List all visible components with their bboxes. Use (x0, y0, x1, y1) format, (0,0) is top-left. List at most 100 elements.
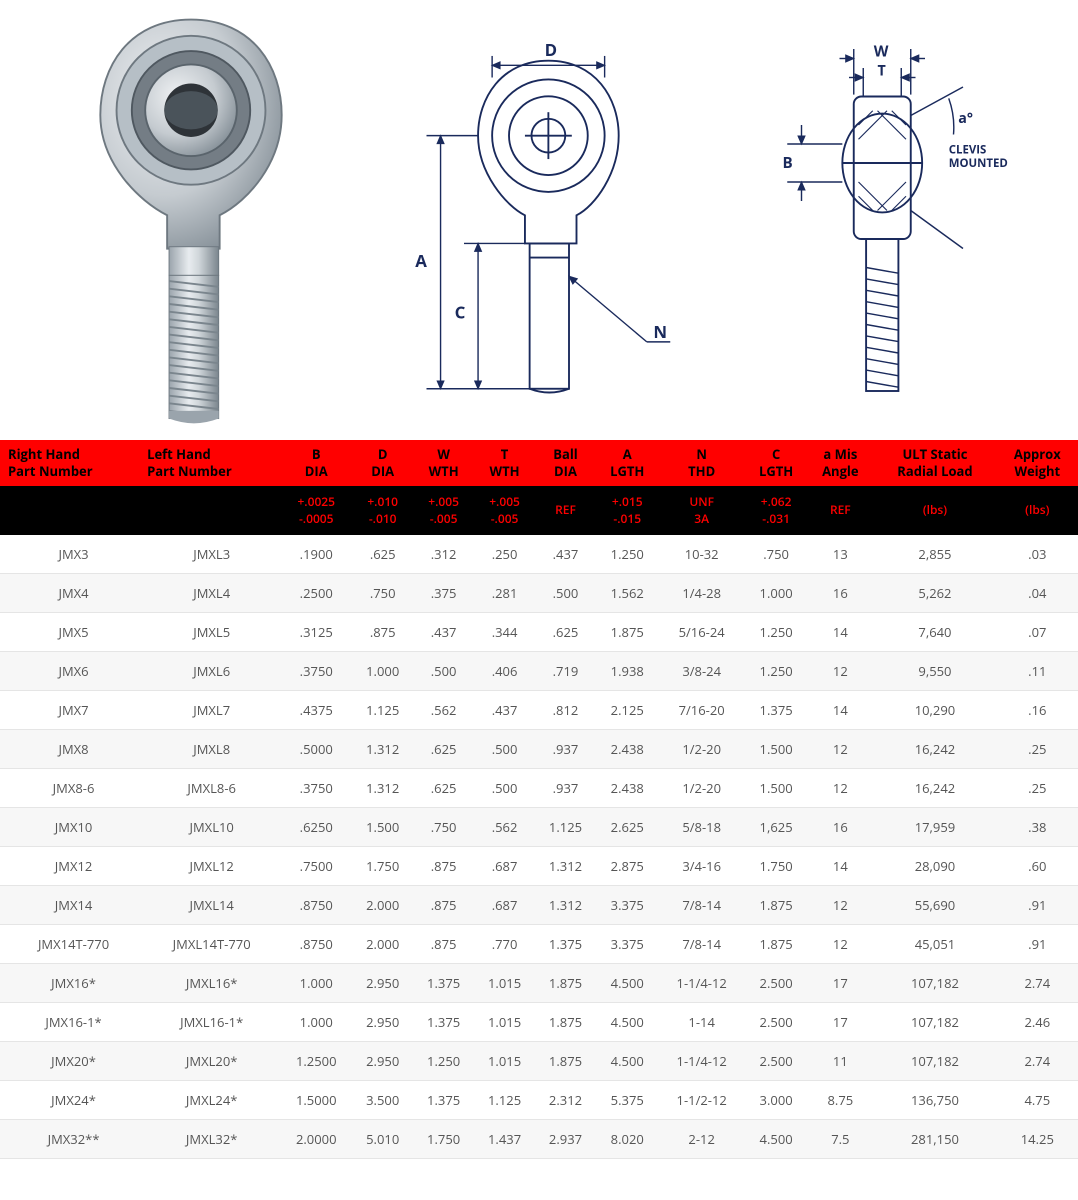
table-cell: .07 (997, 613, 1078, 652)
table-cell: 1/2-20 (659, 769, 745, 808)
table-cell: .8750 (280, 925, 352, 964)
table-cell: JMX8 (0, 730, 143, 769)
table-cell: 2.625 (596, 808, 659, 847)
table-cell: 14 (807, 691, 873, 730)
table-cell: 1.750 (745, 847, 808, 886)
table-cell: .6250 (280, 808, 352, 847)
table-cell: 1.250 (745, 613, 808, 652)
table-cell: 7.5 (807, 1120, 873, 1159)
table-body: JMX3JMXL3.1900.625.312.250.4371.25010-32… (0, 535, 1078, 1159)
label-W: W (873, 42, 888, 62)
table-cell: 1.015 (474, 1003, 535, 1042)
table-cell: 2.46 (997, 1003, 1078, 1042)
table-cell: .3125 (280, 613, 352, 652)
table-cell: 2.312 (535, 1081, 596, 1120)
table-cell: 12 (807, 652, 873, 691)
table-cell: 2.950 (352, 1003, 413, 1042)
table-cell: 1.375 (413, 1003, 474, 1042)
table-cell: 1.875 (745, 925, 808, 964)
table-cell: JMX8-6 (0, 769, 143, 808)
label-C: C (455, 300, 466, 323)
table-cell: 1.2500 (280, 1042, 352, 1081)
col-header: Right HandPart Number (0, 440, 143, 486)
col-header: NTHD (659, 440, 745, 486)
table-cell: 2.125 (596, 691, 659, 730)
table-cell: 16 (807, 574, 873, 613)
table-cell: 1.125 (474, 1081, 535, 1120)
table-row: JMX8-6JMXL8-6.37501.312.625.500.9372.438… (0, 769, 1078, 808)
table-cell: 45,051 (873, 925, 996, 964)
table-cell: 1.000 (352, 652, 413, 691)
table-cell: 5,262 (873, 574, 996, 613)
table-cell: 1.437 (474, 1120, 535, 1159)
table-cell: 1/2-20 (659, 730, 745, 769)
table-cell: 3.375 (596, 886, 659, 925)
table-cell: .91 (997, 886, 1078, 925)
table-cell: 2.74 (997, 964, 1078, 1003)
table-cell: 1-14 (659, 1003, 745, 1042)
table-cell: 1.312 (535, 847, 596, 886)
table-cell: JMX6 (0, 652, 143, 691)
table-cell: .11 (997, 652, 1078, 691)
table-cell: 8.020 (596, 1120, 659, 1159)
table-cell: 12 (807, 730, 873, 769)
col-header: a MisAngle (807, 440, 873, 486)
table-cell: 281,150 (873, 1120, 996, 1159)
table-cell: JMXL8-6 (143, 769, 280, 808)
table-cell: 3/8-24 (659, 652, 745, 691)
table-cell: 5/8-18 (659, 808, 745, 847)
table-cell: 1.875 (596, 613, 659, 652)
table-cell: 2.74 (997, 1042, 1078, 1081)
table-cell: 5/16-24 (659, 613, 745, 652)
col-tolerance: +.0025-.0005 (280, 486, 352, 536)
rod-end-photo (66, 10, 316, 430)
table-cell: 1.375 (535, 925, 596, 964)
col-header: ApproxWeight (997, 440, 1078, 486)
table-cell: .8750 (280, 886, 352, 925)
col-tolerance (143, 486, 280, 536)
table-cell: .344 (474, 613, 535, 652)
table-cell: .750 (413, 808, 474, 847)
table-cell: 1.000 (280, 964, 352, 1003)
table-cell: 1.562 (596, 574, 659, 613)
table-cell: 1.375 (413, 964, 474, 1003)
table-cell: 8.75 (807, 1081, 873, 1120)
table-cell: .437 (535, 535, 596, 574)
col-tolerance: +.062-.031 (745, 486, 808, 536)
table-cell: .500 (474, 730, 535, 769)
table-cell: 5.375 (596, 1081, 659, 1120)
table-cell: 1.500 (352, 808, 413, 847)
table-cell: 1.750 (413, 1120, 474, 1159)
table-cell: 16,242 (873, 769, 996, 808)
table-cell: .750 (745, 535, 808, 574)
col-header: DDIA (352, 440, 413, 486)
table-cell: 1.875 (745, 886, 808, 925)
table-cell: 4.500 (596, 1003, 659, 1042)
table-cell: 2.937 (535, 1120, 596, 1159)
table-cell: 2.500 (745, 1003, 808, 1042)
table-cell: 28,090 (873, 847, 996, 886)
table-cell: 1/4-28 (659, 574, 745, 613)
col-tolerance: +.010-.010 (352, 486, 413, 536)
image-area: D A C N (0, 0, 1078, 440)
table-cell: 1.000 (745, 574, 808, 613)
table-cell: 14 (807, 613, 873, 652)
col-tolerance: +.015-.015 (596, 486, 659, 536)
table-cell: 1.250 (413, 1042, 474, 1081)
table-cell: 1.312 (352, 730, 413, 769)
col-header: ULT StaticRadial Load (873, 440, 996, 486)
table-cell: .625 (413, 730, 474, 769)
table-cell: .562 (413, 691, 474, 730)
table-cell: JMX16-1* (0, 1003, 143, 1042)
col-tolerance: REF (807, 486, 873, 536)
table-cell: 4.500 (596, 964, 659, 1003)
table-cell: .875 (413, 886, 474, 925)
table-cell: 3/4-16 (659, 847, 745, 886)
col-tolerance: REF (535, 486, 596, 536)
table-cell: .5000 (280, 730, 352, 769)
col-tolerance: +.005-.005 (474, 486, 535, 536)
table-cell: JMX14T-770 (0, 925, 143, 964)
table-cell: 2.000 (352, 886, 413, 925)
table-cell: .687 (474, 886, 535, 925)
table-cell: JMX24* (0, 1081, 143, 1120)
